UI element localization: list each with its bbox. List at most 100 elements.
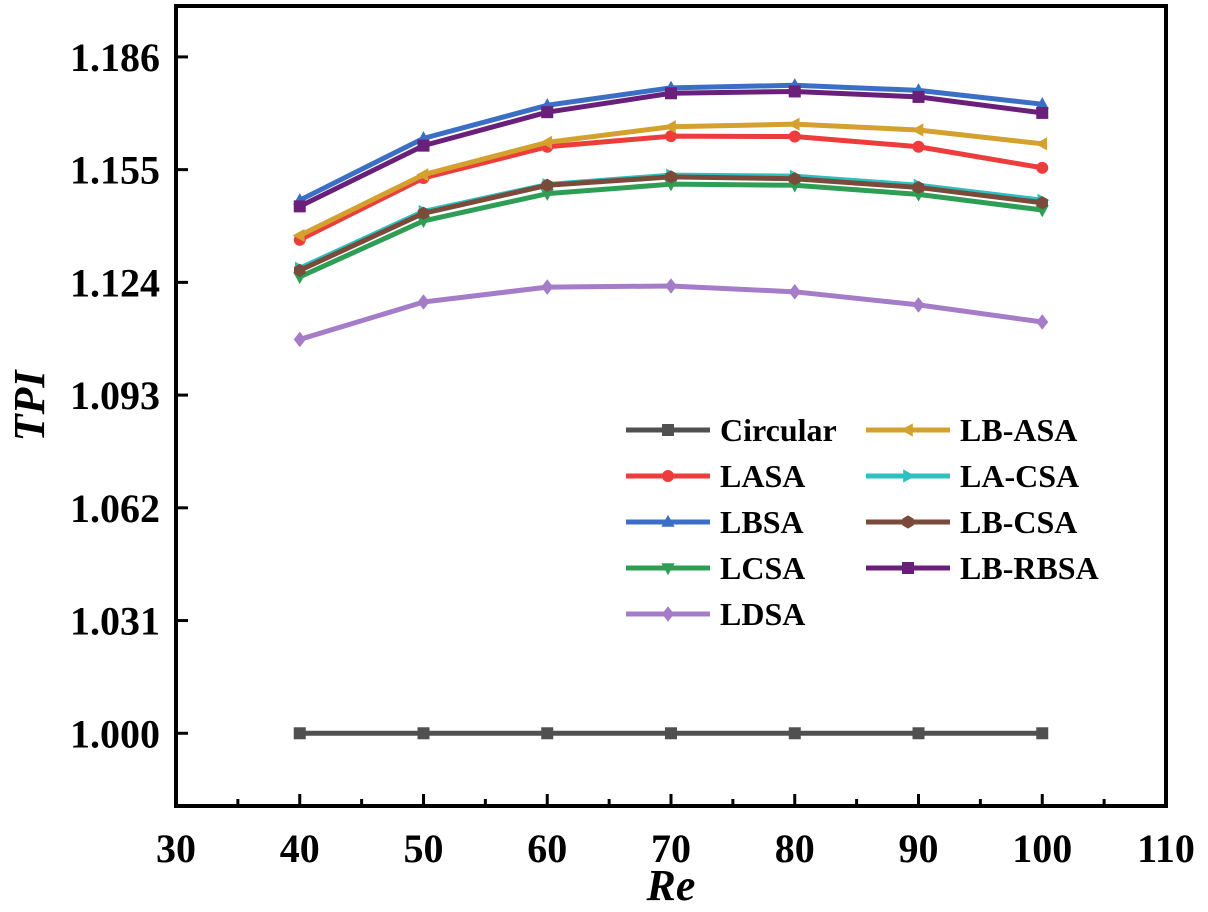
legend-label: LCSA <box>720 550 805 586</box>
data-point-marker <box>661 563 675 576</box>
data-point-marker <box>663 120 676 134</box>
legend-label: LB-RBSA <box>960 550 1099 586</box>
data-point-marker <box>912 140 925 153</box>
x-tick-label: 50 <box>404 826 444 871</box>
data-point-marker <box>788 85 801 98</box>
series-circular <box>293 727 1049 740</box>
data-point-marker <box>665 170 677 184</box>
data-point-marker <box>540 188 554 201</box>
legend-item: LB-CSA <box>866 504 1077 540</box>
x-tick-label: 90 <box>899 826 939 871</box>
data-point-marker <box>903 469 916 483</box>
x-tick-label: 80 <box>775 826 815 871</box>
series-layer <box>292 78 1050 740</box>
legend-item: LB-RBSA <box>866 550 1099 586</box>
data-point-marker <box>1036 106 1049 119</box>
data-point-marker <box>1035 205 1049 218</box>
data-point-marker <box>1036 161 1049 174</box>
data-point-marker <box>417 206 430 220</box>
legend-item: LDSA <box>626 596 805 632</box>
data-point-marker <box>293 200 306 213</box>
data-point-marker <box>665 278 677 294</box>
y-tick-label: 1.031 <box>70 599 160 644</box>
data-point-marker <box>912 90 925 103</box>
series-lb-asa <box>292 117 1048 243</box>
data-point-marker <box>417 139 430 152</box>
data-point-marker <box>788 284 801 300</box>
series-ldsa <box>293 278 1049 348</box>
series-lb-csa <box>294 170 1048 277</box>
series-lcsa <box>293 179 1049 285</box>
x-tick-label: 100 <box>1012 826 1072 871</box>
y-tick-label: 1.062 <box>70 486 160 531</box>
legend-item: LCSA <box>626 550 805 586</box>
data-point-marker <box>788 180 802 193</box>
legend-label: LB-ASA <box>960 412 1077 448</box>
data-point-marker <box>541 106 554 119</box>
series-line <box>299 283 1043 342</box>
data-point-marker <box>1036 727 1049 740</box>
y-tick-label: 1.000 <box>70 711 160 756</box>
data-point-marker <box>294 263 306 277</box>
data-point-marker <box>661 514 675 527</box>
data-point-marker <box>417 294 430 310</box>
data-point-marker <box>665 130 677 143</box>
legend-label: LB-CSA <box>960 504 1077 540</box>
data-point-marker <box>540 135 553 149</box>
y-axis-title: TPI <box>5 369 54 442</box>
legend-item: LB-ASA <box>866 412 1077 448</box>
data-point-marker <box>911 123 924 137</box>
x-tick-label: 110 <box>1137 826 1195 871</box>
y-tick-label: 1.155 <box>70 148 160 193</box>
legend: Circular LASA LBSA LCSA LDSA LB-ASA LA-CSA LB-C… <box>626 412 1099 632</box>
data-point-marker <box>293 727 306 740</box>
legend-label: LA-CSA <box>960 458 1079 494</box>
legend-label: LASA <box>720 458 805 494</box>
y-tick-label: 1.093 <box>70 373 160 418</box>
data-point-marker <box>541 727 554 740</box>
data-point-marker <box>1036 196 1048 210</box>
data-point-marker <box>1036 314 1049 330</box>
x-tick-label: 70 <box>651 826 691 871</box>
data-point-marker <box>662 470 674 482</box>
series-line <box>298 181 1043 280</box>
legend-item: LASA <box>626 458 805 494</box>
data-point-marker <box>900 423 913 437</box>
legend-label: LDSA <box>720 596 805 632</box>
data-point-marker <box>912 297 925 313</box>
data-point-marker <box>662 606 674 622</box>
data-point-marker <box>1035 96 1049 109</box>
data-point-marker <box>1035 137 1048 151</box>
data-point-marker <box>662 424 674 436</box>
x-axis-title: Re <box>646 861 696 910</box>
data-point-marker <box>541 178 553 192</box>
data-point-marker <box>541 279 554 295</box>
data-point-marker <box>417 727 430 740</box>
data-point-marker <box>788 727 801 740</box>
data-point-marker <box>911 189 926 202</box>
data-point-marker <box>664 179 678 192</box>
axis-ticks: 30 40 50 60 70 80 90 100 110 1.000 1.031 1.062 1.093… <box>70 35 1195 871</box>
series-lb-rbsa <box>293 85 1049 213</box>
data-point-marker <box>912 180 925 195</box>
data-point-marker <box>292 228 305 243</box>
legend-item: LBSA <box>626 504 804 540</box>
data-point-marker <box>665 87 677 100</box>
data-point-marker <box>787 117 800 131</box>
data-point-marker <box>416 216 431 229</box>
data-point-marker <box>902 515 914 529</box>
x-tick-label: 40 <box>280 826 320 871</box>
x-tick-label: 60 <box>527 826 567 871</box>
data-point-marker <box>912 727 925 740</box>
data-point-marker <box>902 562 914 574</box>
y-tick-label: 1.124 <box>70 260 160 305</box>
y-tick-label: 1.186 <box>70 35 160 80</box>
legend-item: LA-CSA <box>866 458 1079 494</box>
legend-item: Circular <box>626 412 837 448</box>
data-point-marker <box>293 272 307 285</box>
data-point-marker <box>665 727 677 740</box>
legend-label: LBSA <box>720 504 804 540</box>
data-point-marker <box>293 331 306 348</box>
legend-label: Circular <box>720 412 837 448</box>
